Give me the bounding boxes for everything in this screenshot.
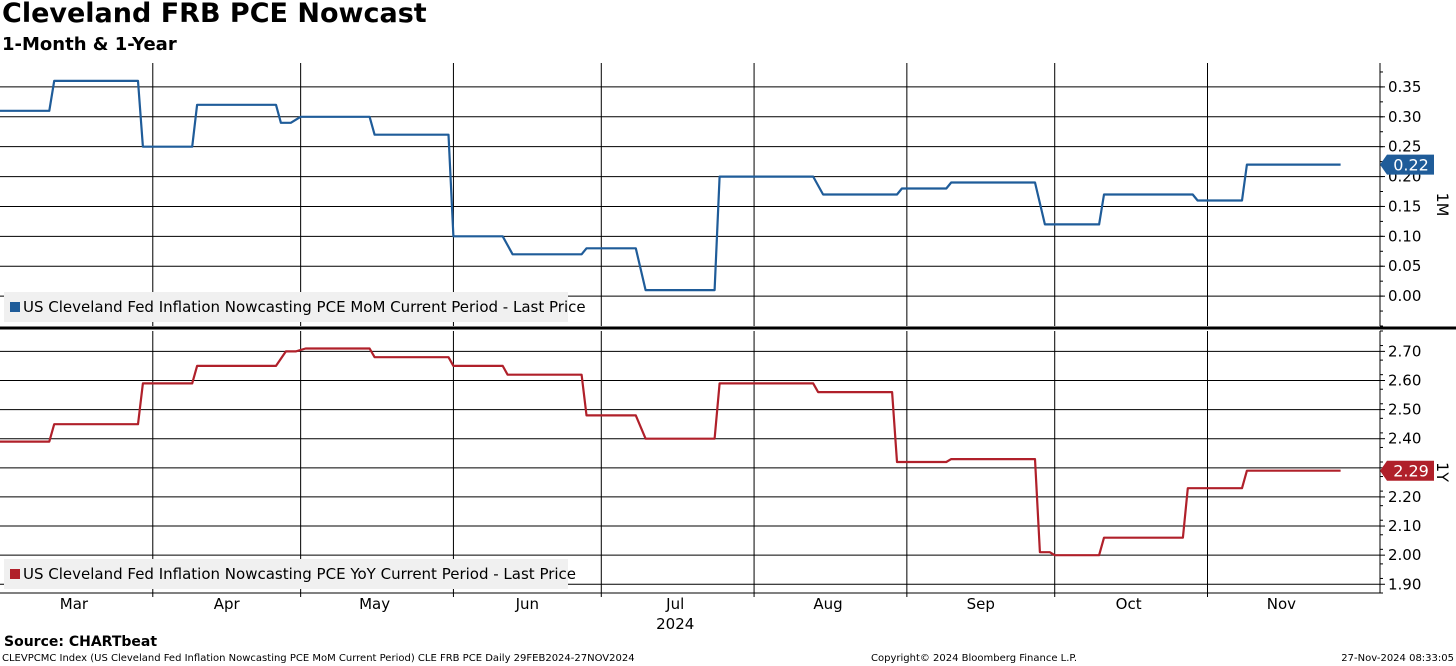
legend-box	[4, 292, 568, 322]
y-tick-label: 2.70	[1388, 342, 1421, 360]
y-tick-label: 1.90	[1388, 575, 1421, 593]
y-tick-label: 2.00	[1388, 546, 1421, 564]
x-tick-label: Nov	[1267, 595, 1296, 613]
y-tick-label: 0.25	[1388, 138, 1421, 156]
x-tick-label: Apr	[214, 595, 241, 613]
last-value-tag	[1380, 460, 1434, 481]
x-year-label: 2024	[656, 615, 694, 630]
y-tick-label: 0.05	[1388, 257, 1421, 275]
last-value-tag	[1380, 154, 1434, 175]
x-tick-label: Mar	[60, 595, 89, 613]
series-line-1y	[0, 347, 1341, 557]
chart-subtitle: 1-Month & 1-Year	[2, 34, 177, 55]
legend-label: US Cleveland Fed Inflation Nowcasting PC…	[23, 565, 576, 583]
legend-box	[4, 559, 568, 589]
chart-area: 0.350.300.250.200.150.100.050.000.221MUS…	[0, 63, 1456, 630]
source-label: Source: CHARTbeat	[4, 634, 158, 650]
timestamp: 27-Nov-2024 08:33:05	[1341, 653, 1454, 664]
x-tick-label: Sep	[967, 595, 995, 613]
legend-swatch	[10, 569, 20, 579]
y-tick-label: 2.60	[1388, 371, 1421, 389]
x-tick-label: Oct	[1116, 595, 1142, 613]
y-tick-label: 0.10	[1388, 227, 1421, 245]
copyright-notice: Copyright© 2024 Bloomberg Finance L.P.	[871, 653, 1078, 664]
series-line-1m	[0, 79, 1341, 292]
y-tick-label: 2.40	[1388, 430, 1421, 448]
y-tick-label: 0.00	[1388, 287, 1421, 305]
x-tick-label: Jul	[665, 595, 684, 613]
y-tick-label: 2.50	[1388, 401, 1421, 419]
y-tick-label: 0.30	[1388, 108, 1421, 126]
x-tick-label: May	[359, 595, 390, 613]
panel-label: 1M	[1433, 193, 1452, 217]
last-value-label: 0.22	[1393, 156, 1429, 175]
x-tick-label: Aug	[813, 595, 842, 613]
y-tick-label: 0.35	[1388, 78, 1421, 96]
panel-label: 1Y	[1433, 462, 1452, 482]
ticker-info: CLEVPCMC Index (US Cleveland Fed Inflati…	[2, 653, 635, 664]
chart-title: Cleveland FRB PCE Nowcast	[2, 0, 427, 29]
y-tick-label: 0.15	[1388, 197, 1421, 215]
legend-swatch	[10, 302, 20, 312]
y-tick-label: 2.10	[1388, 517, 1421, 535]
last-value-label: 2.29	[1393, 462, 1429, 481]
legend-label: US Cleveland Fed Inflation Nowcasting PC…	[23, 298, 586, 316]
y-tick-label: 2.20	[1388, 488, 1421, 506]
x-tick-label: Jun	[515, 595, 539, 613]
